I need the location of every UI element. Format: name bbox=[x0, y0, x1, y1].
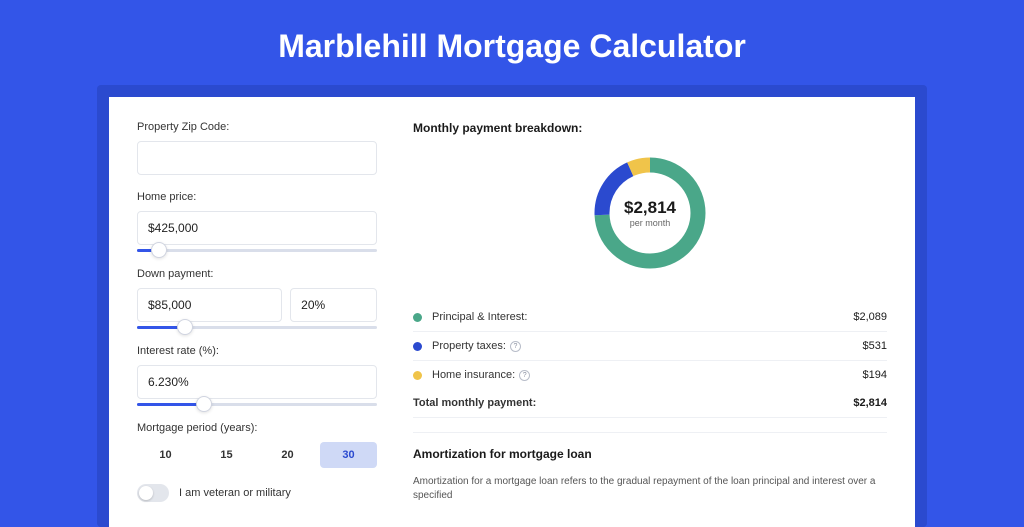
home-price-slider-thumb[interactable] bbox=[151, 242, 167, 258]
legend-row-1: Property taxes: ?$531 bbox=[413, 332, 887, 361]
home-price-field-group: Home price: bbox=[137, 191, 377, 252]
total-label: Total monthly payment: bbox=[413, 397, 853, 409]
legend-label: Home insurance: ? bbox=[432, 369, 863, 381]
total-value: $2,814 bbox=[853, 397, 887, 409]
donut-center: $2,814 per month bbox=[624, 198, 676, 228]
down-payment-label: Down payment: bbox=[137, 268, 377, 280]
help-icon[interactable]: ? bbox=[510, 341, 521, 352]
calculator-card: Property Zip Code: Home price: Down paym… bbox=[109, 97, 915, 527]
payment-donut: $2,814 per month bbox=[586, 149, 714, 277]
breakdown-heading: Monthly payment breakdown: bbox=[413, 121, 887, 135]
period-btn-30[interactable]: 30 bbox=[320, 442, 377, 468]
legend-label: Property taxes: ? bbox=[432, 340, 863, 352]
zip-label: Property Zip Code: bbox=[137, 121, 377, 133]
legend-value: $2,089 bbox=[853, 311, 887, 323]
legend-value: $531 bbox=[863, 340, 887, 352]
legend-dot bbox=[413, 371, 422, 380]
down-payment-percent-input[interactable] bbox=[290, 288, 377, 322]
down-payment-field-group: Down payment: bbox=[137, 268, 377, 329]
interest-field-group: Interest rate (%): bbox=[137, 345, 377, 406]
legend-dot bbox=[413, 342, 422, 351]
veteran-toggle-knob bbox=[139, 486, 153, 500]
donut-value: $2,814 bbox=[624, 198, 676, 218]
period-options: 10152030 bbox=[137, 442, 377, 468]
legend-list: Principal & Interest:$2,089Property taxe… bbox=[413, 303, 887, 389]
zip-input[interactable] bbox=[137, 141, 377, 175]
interest-label: Interest rate (%): bbox=[137, 345, 377, 357]
form-column: Property Zip Code: Home price: Down paym… bbox=[137, 121, 377, 503]
breakdown-column: Monthly payment breakdown: $2,814 per mo… bbox=[413, 121, 887, 503]
period-btn-15[interactable]: 15 bbox=[198, 442, 255, 468]
card-shadow: Property Zip Code: Home price: Down paym… bbox=[97, 85, 927, 527]
down-payment-slider-thumb[interactable] bbox=[177, 319, 193, 335]
legend-label: Principal & Interest: bbox=[432, 311, 853, 323]
interest-slider-fill bbox=[137, 403, 204, 406]
interest-input[interactable] bbox=[137, 365, 377, 399]
veteran-toggle[interactable] bbox=[137, 484, 169, 502]
home-price-input[interactable] bbox=[137, 211, 377, 245]
page-title: Marblehill Mortgage Calculator bbox=[0, 0, 1024, 85]
period-btn-20[interactable]: 20 bbox=[259, 442, 316, 468]
down-payment-amount-input[interactable] bbox=[137, 288, 282, 322]
amortization-block: Amortization for mortgage loan Amortizat… bbox=[413, 432, 887, 503]
help-icon[interactable]: ? bbox=[519, 370, 530, 381]
interest-slider[interactable] bbox=[137, 403, 377, 406]
donut-wrap: $2,814 per month bbox=[413, 149, 887, 277]
period-label: Mortgage period (years): bbox=[137, 422, 377, 434]
home-price-slider[interactable] bbox=[137, 249, 377, 252]
down-payment-slider[interactable] bbox=[137, 326, 377, 329]
veteran-row: I am veteran or military bbox=[137, 484, 377, 502]
veteran-label: I am veteran or military bbox=[179, 487, 291, 499]
amortization-text: Amortization for a mortgage loan refers … bbox=[413, 475, 887, 503]
interest-slider-thumb[interactable] bbox=[196, 396, 212, 412]
home-price-label: Home price: bbox=[137, 191, 377, 203]
legend-value: $194 bbox=[863, 369, 887, 381]
zip-field-group: Property Zip Code: bbox=[137, 121, 377, 175]
amortization-heading: Amortization for mortgage loan bbox=[413, 447, 887, 461]
donut-sub: per month bbox=[624, 218, 676, 228]
period-btn-10[interactable]: 10 bbox=[137, 442, 194, 468]
legend-dot bbox=[413, 313, 422, 322]
total-row: Total monthly payment: $2,814 bbox=[413, 389, 887, 418]
legend-row-0: Principal & Interest:$2,089 bbox=[413, 303, 887, 332]
period-field-group: Mortgage period (years): 10152030 bbox=[137, 422, 377, 468]
legend-row-2: Home insurance: ?$194 bbox=[413, 361, 887, 389]
